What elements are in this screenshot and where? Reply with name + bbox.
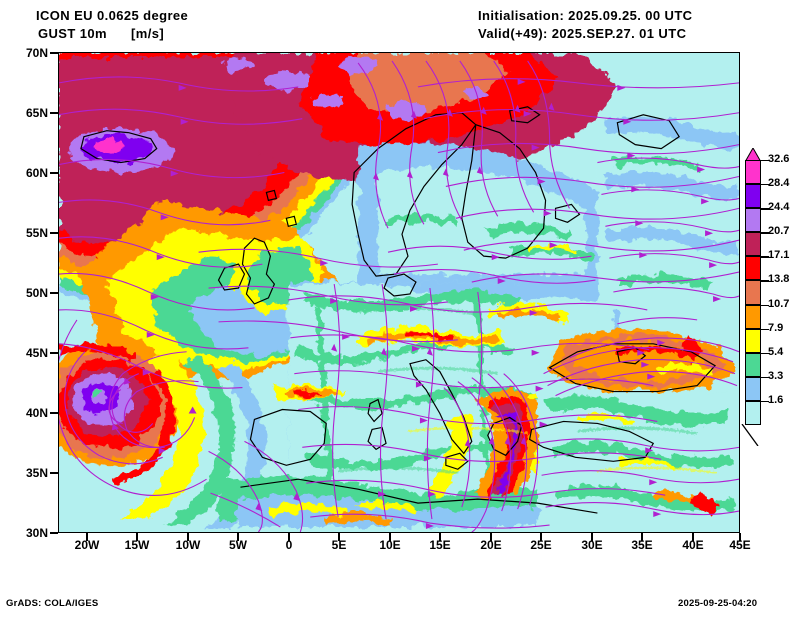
- x-tick: [591, 533, 593, 541]
- colorbar-tick: [761, 232, 769, 234]
- colorbar-tick: [761, 304, 769, 306]
- x-axis-label: 10E: [379, 538, 401, 552]
- x-tick: [338, 533, 340, 541]
- x-tick: [389, 533, 391, 541]
- x-axis-label: 0: [285, 538, 293, 552]
- y-axis-label: 30N: [25, 526, 48, 540]
- y-tick: [50, 112, 58, 114]
- colorbar-tick-label: 5.4: [768, 345, 784, 358]
- y-tick: [50, 412, 58, 414]
- x-axis-label: 10W: [175, 538, 201, 552]
- y-tick: [50, 52, 58, 54]
- x-axis-label: 15E: [429, 538, 451, 552]
- streamlines: [59, 60, 739, 532]
- colorbar-segment: [745, 328, 761, 353]
- colorbar-tick: [761, 256, 769, 258]
- x-axis-label: 45E: [729, 538, 751, 552]
- y-axis-label: 60N: [25, 166, 48, 180]
- colorbar-segment: [745, 400, 761, 425]
- x-tick: [641, 533, 643, 541]
- x-axis-label: 15W: [124, 538, 150, 552]
- x-axis-label: 5W: [229, 538, 247, 552]
- x-tick: [288, 533, 290, 541]
- colorbar-segment: [745, 232, 761, 257]
- colorbar-tick-label: 32.6: [768, 153, 790, 165]
- colorbar-tick: [761, 352, 769, 355]
- colorbar-tick-label: 13.8: [768, 273, 790, 286]
- colorbar-tick-label: 3.3: [768, 369, 784, 382]
- colorbar-tail-line: [740, 424, 760, 446]
- colorbar-tick-label: 20.7: [768, 225, 790, 238]
- x-axis-label: 20W: [74, 538, 100, 552]
- y-tick: [50, 292, 58, 294]
- x-tick: [439, 533, 441, 541]
- x-tick: [739, 533, 741, 541]
- valid-time-text: Valid(+49): 2025.SEP.27. 01 UTC: [478, 26, 687, 41]
- colorbar-tick: [761, 376, 769, 379]
- colorbar-segment: [745, 280, 761, 305]
- y-tick: [50, 172, 58, 174]
- x-axis-label: 20E: [480, 538, 502, 552]
- colorbar-segment: [745, 304, 761, 329]
- y-tick: [50, 532, 58, 534]
- x-tick: [86, 533, 88, 541]
- y-axis-label: 35N: [25, 466, 48, 480]
- x-tick: [540, 533, 542, 541]
- y-axis-label: 70N: [25, 46, 48, 60]
- x-tick: [237, 533, 239, 541]
- colorbar-tick-label: 17.1: [768, 249, 790, 262]
- colorbar-segment: [745, 376, 761, 401]
- y-tick: [50, 472, 58, 474]
- colorbar-segment: [745, 160, 761, 185]
- y-axis-label: 45N: [25, 346, 48, 360]
- x-axis-label: 5E: [331, 538, 347, 552]
- y-tick: [50, 232, 58, 234]
- x-axis-label: 40E: [682, 538, 704, 552]
- colorbar: [745, 160, 761, 425]
- y-tick: [50, 352, 58, 354]
- colorbar-tick: [761, 208, 769, 210]
- x-tick: [136, 533, 138, 541]
- x-tick: [692, 533, 694, 541]
- colorbar-tick-label: 7.9: [768, 321, 784, 334]
- y-axis-label: 65N: [25, 106, 48, 120]
- colorbar-tick: [761, 280, 769, 282]
- gust-field-raster: [59, 53, 739, 532]
- colorbar-tick: [761, 160, 769, 162]
- colorbar-tick-label: 24.4: [768, 201, 790, 214]
- x-tick: [187, 533, 189, 541]
- colorbar-tick: [761, 184, 769, 186]
- colorbar-segment: [745, 352, 761, 377]
- x-axis-label: 25E: [530, 538, 552, 552]
- colorbar-tick-label: 1.6: [768, 393, 784, 406]
- colorbar-segment: [745, 184, 761, 209]
- initialisation-text: Initialisation: 2025.09.25. 00 UTC: [478, 8, 693, 23]
- colorbar-tick: [761, 400, 769, 403]
- variable-title: GUST 10m [m/s]: [38, 26, 165, 41]
- y-axis-label: 55N: [25, 226, 48, 240]
- model-title: ICON EU 0.0625 degree: [36, 8, 189, 23]
- footer-timestamp: 2025-09-25-04:20: [678, 598, 758, 609]
- map-plot-area[interactable]: [58, 52, 740, 533]
- x-axis-label: 35E: [631, 538, 653, 552]
- streamline-arrows: [111, 78, 722, 530]
- colorbar-segment: [745, 256, 761, 281]
- colorbar-arrow-cap: [745, 148, 761, 162]
- x-tick: [490, 533, 492, 541]
- colorbar-tick-label: 10.7: [768, 297, 790, 310]
- y-axis-label: 40N: [25, 406, 48, 420]
- footer-credit: GrADS: COLA/IGES: [6, 598, 99, 609]
- colorbar-segment: [745, 208, 761, 233]
- x-axis-label: 30E: [581, 538, 603, 552]
- colorbar-tick-label: 28.4: [768, 177, 790, 190]
- y-axis-label: 50N: [25, 286, 48, 300]
- colorbar-tick: [761, 328, 769, 331]
